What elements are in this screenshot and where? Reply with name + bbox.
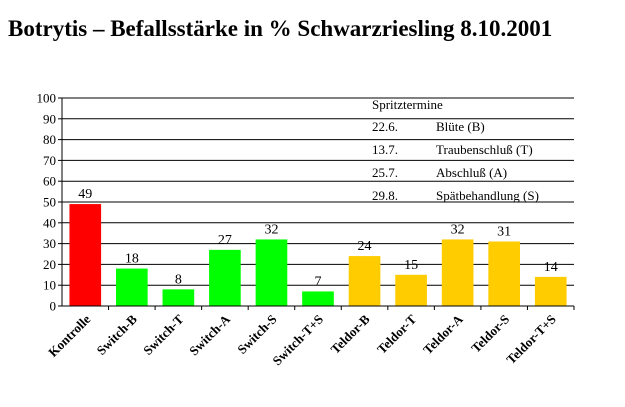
data-label: 15 (404, 258, 418, 273)
y-tick-label: 100 (37, 91, 57, 106)
legend-text: Abschluß (A) (436, 165, 507, 180)
category-label: Teldor-T+S (503, 312, 559, 368)
legend-date: 25.7. (372, 165, 398, 180)
bar (302, 291, 334, 306)
category-label: Teldor-B (327, 311, 372, 356)
data-label: 32 (264, 222, 278, 237)
category-label: Kontrolle (45, 311, 93, 359)
bar (534, 276, 567, 306)
y-tick-label: 30 (43, 236, 56, 251)
category-label: Teldor-S (468, 312, 512, 356)
bar (162, 289, 195, 306)
category-label: Switch-T+S (269, 312, 326, 369)
bar (255, 239, 288, 306)
legend-heading: Spritztermine (372, 97, 443, 112)
category-label: Switch-T (140, 311, 187, 358)
legend-date: 29.8. (372, 188, 398, 203)
legend-date: 22.6. (372, 119, 398, 134)
data-label: 7 (315, 274, 322, 289)
axes (58, 97, 575, 310)
legend-box: Spritztermine 22.6. Blüte (B) 13.7. Trau… (372, 97, 539, 203)
legend-text: Traubenschluß (T) (436, 142, 533, 157)
bar (348, 256, 381, 306)
data-label: 18 (125, 252, 139, 267)
bar (69, 204, 102, 306)
category-label: Switch-B (94, 311, 141, 358)
y-tick-label: 90 (43, 111, 56, 126)
legend-text: Spätbehandlung (S) (436, 188, 539, 203)
y-tick-label: 70 (43, 153, 56, 168)
bar (488, 241, 521, 306)
y-tick-label: 10 (43, 278, 56, 293)
data-label: 14 (544, 260, 558, 275)
category-label: Switch-S (234, 312, 279, 357)
bar (395, 274, 427, 306)
category-label: Teldor-A (420, 311, 466, 357)
y-tick-label: 40 (43, 215, 56, 230)
bar (209, 249, 241, 306)
data-label: 27 (218, 233, 232, 248)
bars (69, 204, 567, 306)
data-label: 8 (175, 272, 182, 287)
legend-date: 13.7. (372, 142, 398, 157)
y-tick-label: 20 (43, 257, 56, 272)
gridlines (62, 97, 574, 286)
data-label: 49 (78, 187, 92, 202)
y-tick-label: 80 (43, 132, 56, 147)
legend-text: Blüte (B) (436, 119, 485, 134)
data-label: 24 (358, 239, 372, 254)
data-label: 31 (497, 225, 511, 240)
y-tick-label: 60 (43, 174, 56, 189)
category-label: Teldor-T (374, 311, 419, 356)
y-tick-label: 0 (50, 299, 57, 314)
chart-title: Botrytis – Befallsstärke in % Schwarzrie… (8, 16, 552, 41)
data-label: 32 (451, 222, 465, 237)
y-tick-label: 50 (43, 195, 56, 210)
category-label: Switch-A (186, 311, 233, 358)
bar (115, 268, 148, 306)
bar (441, 239, 474, 306)
